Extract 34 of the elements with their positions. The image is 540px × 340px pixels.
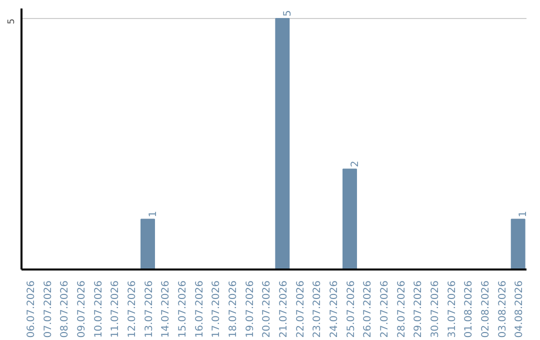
- x-tick-label: 15.07.2026: [177, 280, 188, 338]
- x-tick-label: 14.07.2026: [160, 280, 172, 338]
- x-tick-label: 01.08.2026: [464, 280, 475, 338]
- x-tick-label: 24.07.2026: [328, 280, 340, 338]
- x-tick-label: 31.07.2026: [446, 280, 458, 338]
- x-tick-label: 23.07.2026: [312, 280, 324, 338]
- x-tick-label: 26.07.2026: [362, 280, 374, 338]
- x-tick-label: 21.07.2026: [278, 280, 290, 338]
- x-tick-label: 29.07.2026: [413, 280, 424, 338]
- x-tick-label: 11.07.2026: [110, 280, 122, 338]
- x-tick-label: 25.07.2026: [346, 280, 357, 338]
- x-tick-label: 28.07.2026: [396, 280, 408, 338]
- data-label: 1: [518, 210, 530, 218]
- x-tick-label: 07.07.2026: [42, 280, 54, 338]
- x-tick-label: 19.07.2026: [244, 280, 256, 338]
- x-tick-label: 09.07.2026: [76, 280, 88, 338]
- x-tick-label: 22.07.2026: [295, 280, 306, 338]
- data-label: 2: [350, 160, 361, 168]
- x-tick-label: 12.07.2026: [126, 280, 138, 338]
- x-tick-label: 06.07.2026: [26, 280, 37, 338]
- x-tick-label: 08.07.2026: [60, 280, 71, 338]
- x-tick-label: 27.07.2026: [379, 280, 390, 338]
- x-tick-label: 03.08.2026: [497, 280, 508, 338]
- x-tick-label: 17.07.2026: [211, 280, 222, 338]
- x-tick-label: 20.07.2026: [262, 280, 273, 338]
- x-tick-label: 02.08.2026: [480, 280, 492, 338]
- x-tick-label: 18.07.2026: [228, 280, 239, 338]
- x-tick-label: 13.07.2026: [144, 280, 155, 338]
- x-tick-label: 30.07.2026: [430, 280, 441, 338]
- data-label: 5: [282, 10, 294, 17]
- x-tick-label: 10.07.2026: [93, 280, 104, 338]
- x-tick-label: 16.07.2026: [194, 280, 206, 338]
- data-label: 1: [148, 210, 159, 218]
- x-tick-label: 04.08.2026: [514, 280, 526, 338]
